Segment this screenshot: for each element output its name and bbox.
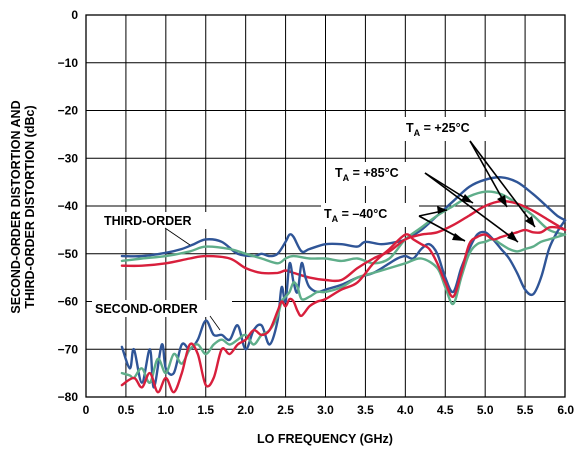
x-tick-label: 1.0: [157, 403, 174, 417]
x-tick-label: 4.0: [397, 403, 414, 417]
series-line-third-order-red: [120, 199, 567, 283]
annotation-arrowheads: [437, 194, 535, 242]
y-tick-label: −20: [58, 104, 79, 118]
arrowhead-t85-b: [507, 231, 518, 242]
y-tick-label: −40: [58, 199, 79, 213]
arrowhead-t25-b: [525, 216, 535, 227]
arrowhead-t85-a: [461, 194, 473, 203]
x-tick-label: 3.5: [357, 403, 374, 417]
y-tick-label: 0: [71, 8, 78, 22]
series-line-third-order-blue: [120, 176, 567, 258]
arrowhead-tm40-a: [437, 206, 447, 214]
x-tick-label: 5.0: [477, 403, 494, 417]
t85-label: TA = +85°C: [335, 166, 399, 183]
arrowhead-t25-a: [497, 195, 507, 207]
series-line-third-order-green: [120, 190, 567, 265]
arrow-t25-a: [469, 140, 508, 208]
y-tick-label: −30: [58, 151, 79, 165]
series-layer: [120, 176, 567, 394]
arrow-second-order: [209, 315, 221, 331]
x-tick-label: 6.0: [557, 403, 574, 417]
x-axis-tick-labels: 0 0.5 1.0 1.5 2.0 2.5 3.0 3.5 4.0 4.5 5.0 5.5 6.0: [83, 403, 575, 417]
y-axis-tick-labels: 0 −10 −20 −30 −40 −50 −60 −70 −80: [58, 8, 79, 404]
y-tick-label: −60: [58, 295, 79, 309]
x-tick-label: 5.5: [517, 403, 534, 417]
series-line-second-order-blue: [120, 219, 567, 389]
y-tick-label: −70: [58, 342, 79, 356]
t85-label-bg: [332, 162, 430, 186]
y-axis-label-line1: SECOND-ORDER DISTORTION AND: [9, 100, 23, 313]
x-tick-label: 1.5: [197, 403, 214, 417]
y-tick-label: −80: [58, 390, 79, 404]
second-order-label-bg: [92, 300, 232, 317]
t25-label-bg: [403, 117, 501, 141]
plot-area-frame: [85, 14, 566, 398]
second-order-label: SECOND-ORDER: [95, 302, 198, 316]
series-line-second-order-red: [120, 225, 567, 394]
y-tick-label: −10: [58, 56, 79, 70]
arrowhead-tm40-b: [452, 233, 465, 241]
tm40-label-bg: [321, 203, 419, 227]
third-order-label-bg: [101, 212, 231, 229]
arrow-t85-b: [424, 172, 519, 243]
x-tick-label: 2.5: [277, 403, 294, 417]
x-tick-label: 4.5: [437, 403, 454, 417]
arrow-third-order: [164, 227, 191, 246]
x-tick-label: 0: [83, 403, 90, 417]
third-order-label: THIRD-ORDER: [104, 214, 192, 228]
y-tick-label: −50: [58, 247, 79, 261]
x-axis-label: LO FREQUENCY (GHz): [257, 432, 393, 446]
x-tick-label: 2.0: [237, 403, 254, 417]
x-tick-label: 3.0: [317, 403, 334, 417]
x-tick-label: 0.5: [118, 403, 135, 417]
tm40-label: TA = –40°C: [324, 207, 387, 224]
y-axis-label-line2: THIRD-ORDER DISTORTION (dBc): [23, 105, 37, 308]
t25-label: TA = +25°C: [406, 121, 470, 138]
annotations: THIRD-ORDER SECOND-ORDER TA = +25°C TA =…: [92, 117, 536, 331]
arrow-t25-b: [469, 140, 536, 228]
